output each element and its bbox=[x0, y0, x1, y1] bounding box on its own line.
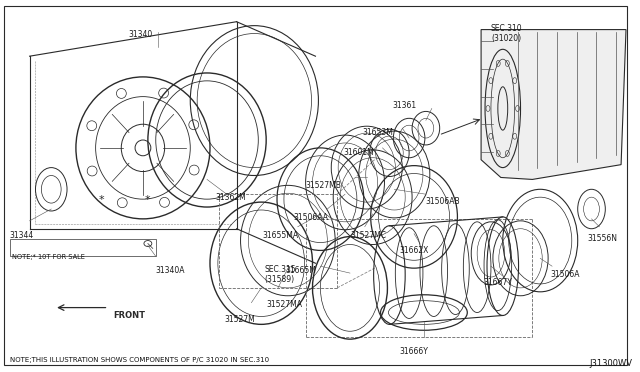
Text: 31666Y: 31666Y bbox=[399, 347, 428, 356]
Text: *: * bbox=[145, 195, 150, 205]
Text: NOTE;THIS ILLUSTRATION SHOWS COMPONENTS OF P/C 31020 IN SEC.310: NOTE;THIS ILLUSTRATION SHOWS COMPONENTS … bbox=[10, 357, 269, 363]
Text: SEC.315: SEC.315 bbox=[264, 265, 296, 274]
Text: 31340A: 31340A bbox=[156, 266, 185, 275]
Text: FRONT: FRONT bbox=[113, 311, 145, 320]
Text: 31556N: 31556N bbox=[588, 234, 618, 243]
Text: 31667Y: 31667Y bbox=[483, 278, 512, 287]
Text: (31589): (31589) bbox=[264, 275, 294, 284]
Text: 31362M: 31362M bbox=[215, 193, 246, 202]
Text: 31506A: 31506A bbox=[550, 270, 580, 279]
Text: NOTE;* 10T FOR SALE: NOTE;* 10T FOR SALE bbox=[12, 254, 84, 260]
Text: 31665M: 31665M bbox=[286, 266, 317, 275]
Text: *: * bbox=[99, 195, 104, 205]
Text: 31527M: 31527M bbox=[225, 315, 255, 324]
Polygon shape bbox=[481, 30, 626, 179]
Text: 31344: 31344 bbox=[10, 231, 34, 240]
Text: 31527MC: 31527MC bbox=[350, 231, 386, 240]
Text: J31300WV: J31300WV bbox=[589, 359, 632, 368]
Text: 31653M: 31653M bbox=[363, 128, 394, 137]
Text: 31361: 31361 bbox=[392, 100, 417, 110]
Bar bbox=[10, 238, 156, 256]
Text: 31340: 31340 bbox=[128, 30, 152, 39]
Text: 31662X: 31662X bbox=[399, 247, 429, 256]
Text: 31506AB: 31506AB bbox=[426, 197, 461, 206]
Text: 31601M: 31601M bbox=[343, 148, 374, 157]
Text: (31020): (31020) bbox=[491, 33, 521, 42]
Text: 31655MA: 31655MA bbox=[262, 231, 298, 240]
Text: 31527MB: 31527MB bbox=[306, 182, 342, 190]
Text: SEC.310: SEC.310 bbox=[491, 24, 523, 33]
Text: 31506AA: 31506AA bbox=[294, 213, 329, 222]
Text: 31527MA: 31527MA bbox=[266, 300, 302, 309]
Ellipse shape bbox=[485, 49, 520, 168]
